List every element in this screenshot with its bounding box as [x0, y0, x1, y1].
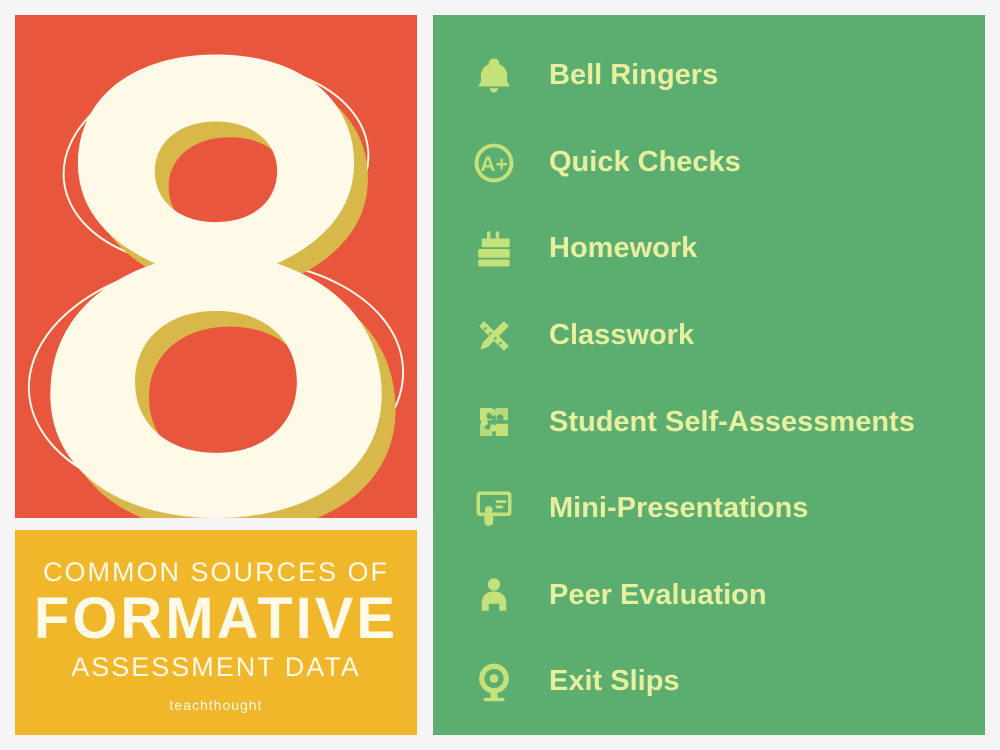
list-item: A+ Quick Checks: [471, 140, 955, 186]
list-item: Mini-Presentations: [471, 486, 955, 532]
right-column: Bell Ringers A+ Quick Checks: [425, 0, 1000, 750]
list-panel: Bell Ringers A+ Quick Checks: [433, 15, 985, 735]
pencil-ruler-icon: [471, 313, 517, 359]
person-icon: [471, 572, 517, 618]
list-item: Classwork: [471, 313, 955, 359]
number-panel: [15, 15, 417, 518]
list-item: Peer Evaluation: [471, 572, 955, 618]
presenter-icon: [471, 486, 517, 532]
title-line3: ASSESSMENT DATA: [71, 652, 361, 683]
left-column: COMMON SOURCES OF FORMATIVE ASSESSMENT D…: [0, 0, 425, 750]
big-eight-graphic: [15, 15, 417, 518]
item-label: Quick Checks: [549, 146, 741, 179]
bell-icon: [471, 53, 517, 99]
list-item: Homework: [471, 226, 955, 272]
item-label: Classwork: [549, 319, 694, 352]
books-icon: [471, 226, 517, 272]
item-label: Bell Ringers: [549, 59, 718, 92]
item-label: Student Self-Assessments: [549, 406, 915, 439]
title-line2: FORMATIVE: [34, 590, 398, 648]
buzzer-icon: [471, 659, 517, 705]
title-line1: COMMON SOURCES OF: [43, 557, 389, 588]
grade-circle-icon: A+: [471, 140, 517, 186]
item-label: Peer Evaluation: [549, 579, 767, 612]
list-item: Student Self-Assessments: [471, 399, 955, 445]
item-label: Exit Slips: [549, 665, 680, 698]
svg-text:A+: A+: [480, 152, 507, 175]
puzzle-icon: [471, 399, 517, 445]
brand-label: teachthought: [170, 697, 263, 713]
list-item: Exit Slips: [471, 659, 955, 705]
title-panel: COMMON SOURCES OF FORMATIVE ASSESSMENT D…: [15, 530, 417, 735]
item-label: Homework: [549, 232, 697, 265]
list-item: Bell Ringers: [471, 53, 955, 99]
item-label: Mini-Presentations: [549, 492, 808, 525]
